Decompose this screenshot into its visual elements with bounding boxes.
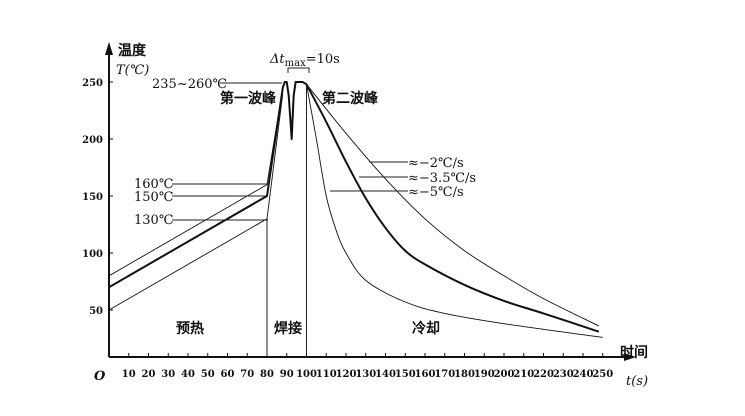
- x-tick-label: 160: [415, 369, 436, 380]
- y-tick-label: 50: [89, 306, 103, 317]
- x-tick-label: 250: [592, 369, 613, 380]
- series-line-1: [108, 81, 307, 289]
- x-axis-label: 时间: [620, 344, 648, 361]
- x-tick-label: 10: [122, 369, 136, 380]
- y-axis-label: 温度: [118, 42, 147, 59]
- x-tick-label: 140: [375, 369, 396, 380]
- x-tick-label: 120: [336, 369, 357, 380]
- first-wave-label: 第一波峰: [220, 90, 277, 107]
- x-tick-label: 60: [221, 369, 235, 380]
- rate-2-label: ≈−2℃/s: [408, 156, 464, 171]
- series-line-4: [305, 83, 600, 333]
- x-tick-label: 230: [553, 369, 574, 380]
- dt-max-label: Δtmax=10s: [269, 52, 340, 69]
- temp-150-label: 150℃: [134, 190, 173, 205]
- x-tick-label: 240: [573, 369, 594, 380]
- peak-range-label: 235~260℃: [152, 77, 227, 92]
- x-axis-unit: t(s): [626, 374, 648, 389]
- y-tick-label: 250: [82, 78, 103, 89]
- x-tick-label: 210: [513, 369, 534, 380]
- series-line-2: [108, 93, 284, 311]
- x-tick-label: 30: [161, 369, 175, 380]
- series: [108, 81, 603, 338]
- origin-label: O: [94, 369, 106, 384]
- x-tick-label: 70: [240, 369, 254, 380]
- x-tick-label: 110: [316, 369, 337, 380]
- x-tick-label: 200: [494, 369, 515, 380]
- x-tick-label: 100: [296, 369, 317, 380]
- series-line-5: [306, 83, 599, 327]
- x-tick-label: 90: [280, 369, 294, 380]
- y-tick-label: 100: [82, 249, 103, 260]
- annotations: 温度 T(℃) 时间 t(s) O 235~260℃ 第一波峰 第二波峰 Δtm…: [94, 42, 648, 389]
- zone-preheat-label: 预热: [176, 320, 204, 337]
- rate-3-5-label: ≈−3.5℃/s: [408, 171, 476, 186]
- x-tick-label: 180: [454, 369, 475, 380]
- zone-cool-label: 冷却: [412, 320, 440, 337]
- x-tick-label: 220: [533, 369, 554, 380]
- temp-130-label: 130℃: [134, 213, 173, 228]
- axes: [105, 42, 636, 361]
- ticks: 10 20 30 40 50 60 70 80 90 1001101201301401501601…: [82, 78, 613, 380]
- series-line-3: [306, 84, 603, 338]
- y-axis-arrow: [105, 42, 113, 55]
- x-tick-label: 40: [181, 369, 195, 380]
- x-tick-label: 150: [395, 369, 416, 380]
- y-tick-label: 150: [82, 192, 103, 203]
- x-tick-label: 130: [355, 369, 376, 380]
- second-wave-label: 第二波峰: [322, 90, 379, 107]
- temp-160-label: 160℃: [134, 177, 173, 192]
- x-tick-label: 20: [142, 369, 156, 380]
- zone-solder-label: 焊接: [274, 320, 302, 337]
- x-tick-label: 50: [201, 369, 215, 380]
- y-axis-unit: T(℃): [116, 63, 149, 78]
- rate-5-label: ≈−5℃/s: [408, 185, 464, 200]
- x-tick-label: 80: [260, 369, 274, 380]
- x-tick-label: 190: [474, 369, 495, 380]
- x-axis-arrow: [624, 353, 636, 361]
- y-tick-label: 200: [82, 135, 103, 146]
- dt-max-bracket: [287, 67, 310, 73]
- x-tick-label: 170: [434, 369, 455, 380]
